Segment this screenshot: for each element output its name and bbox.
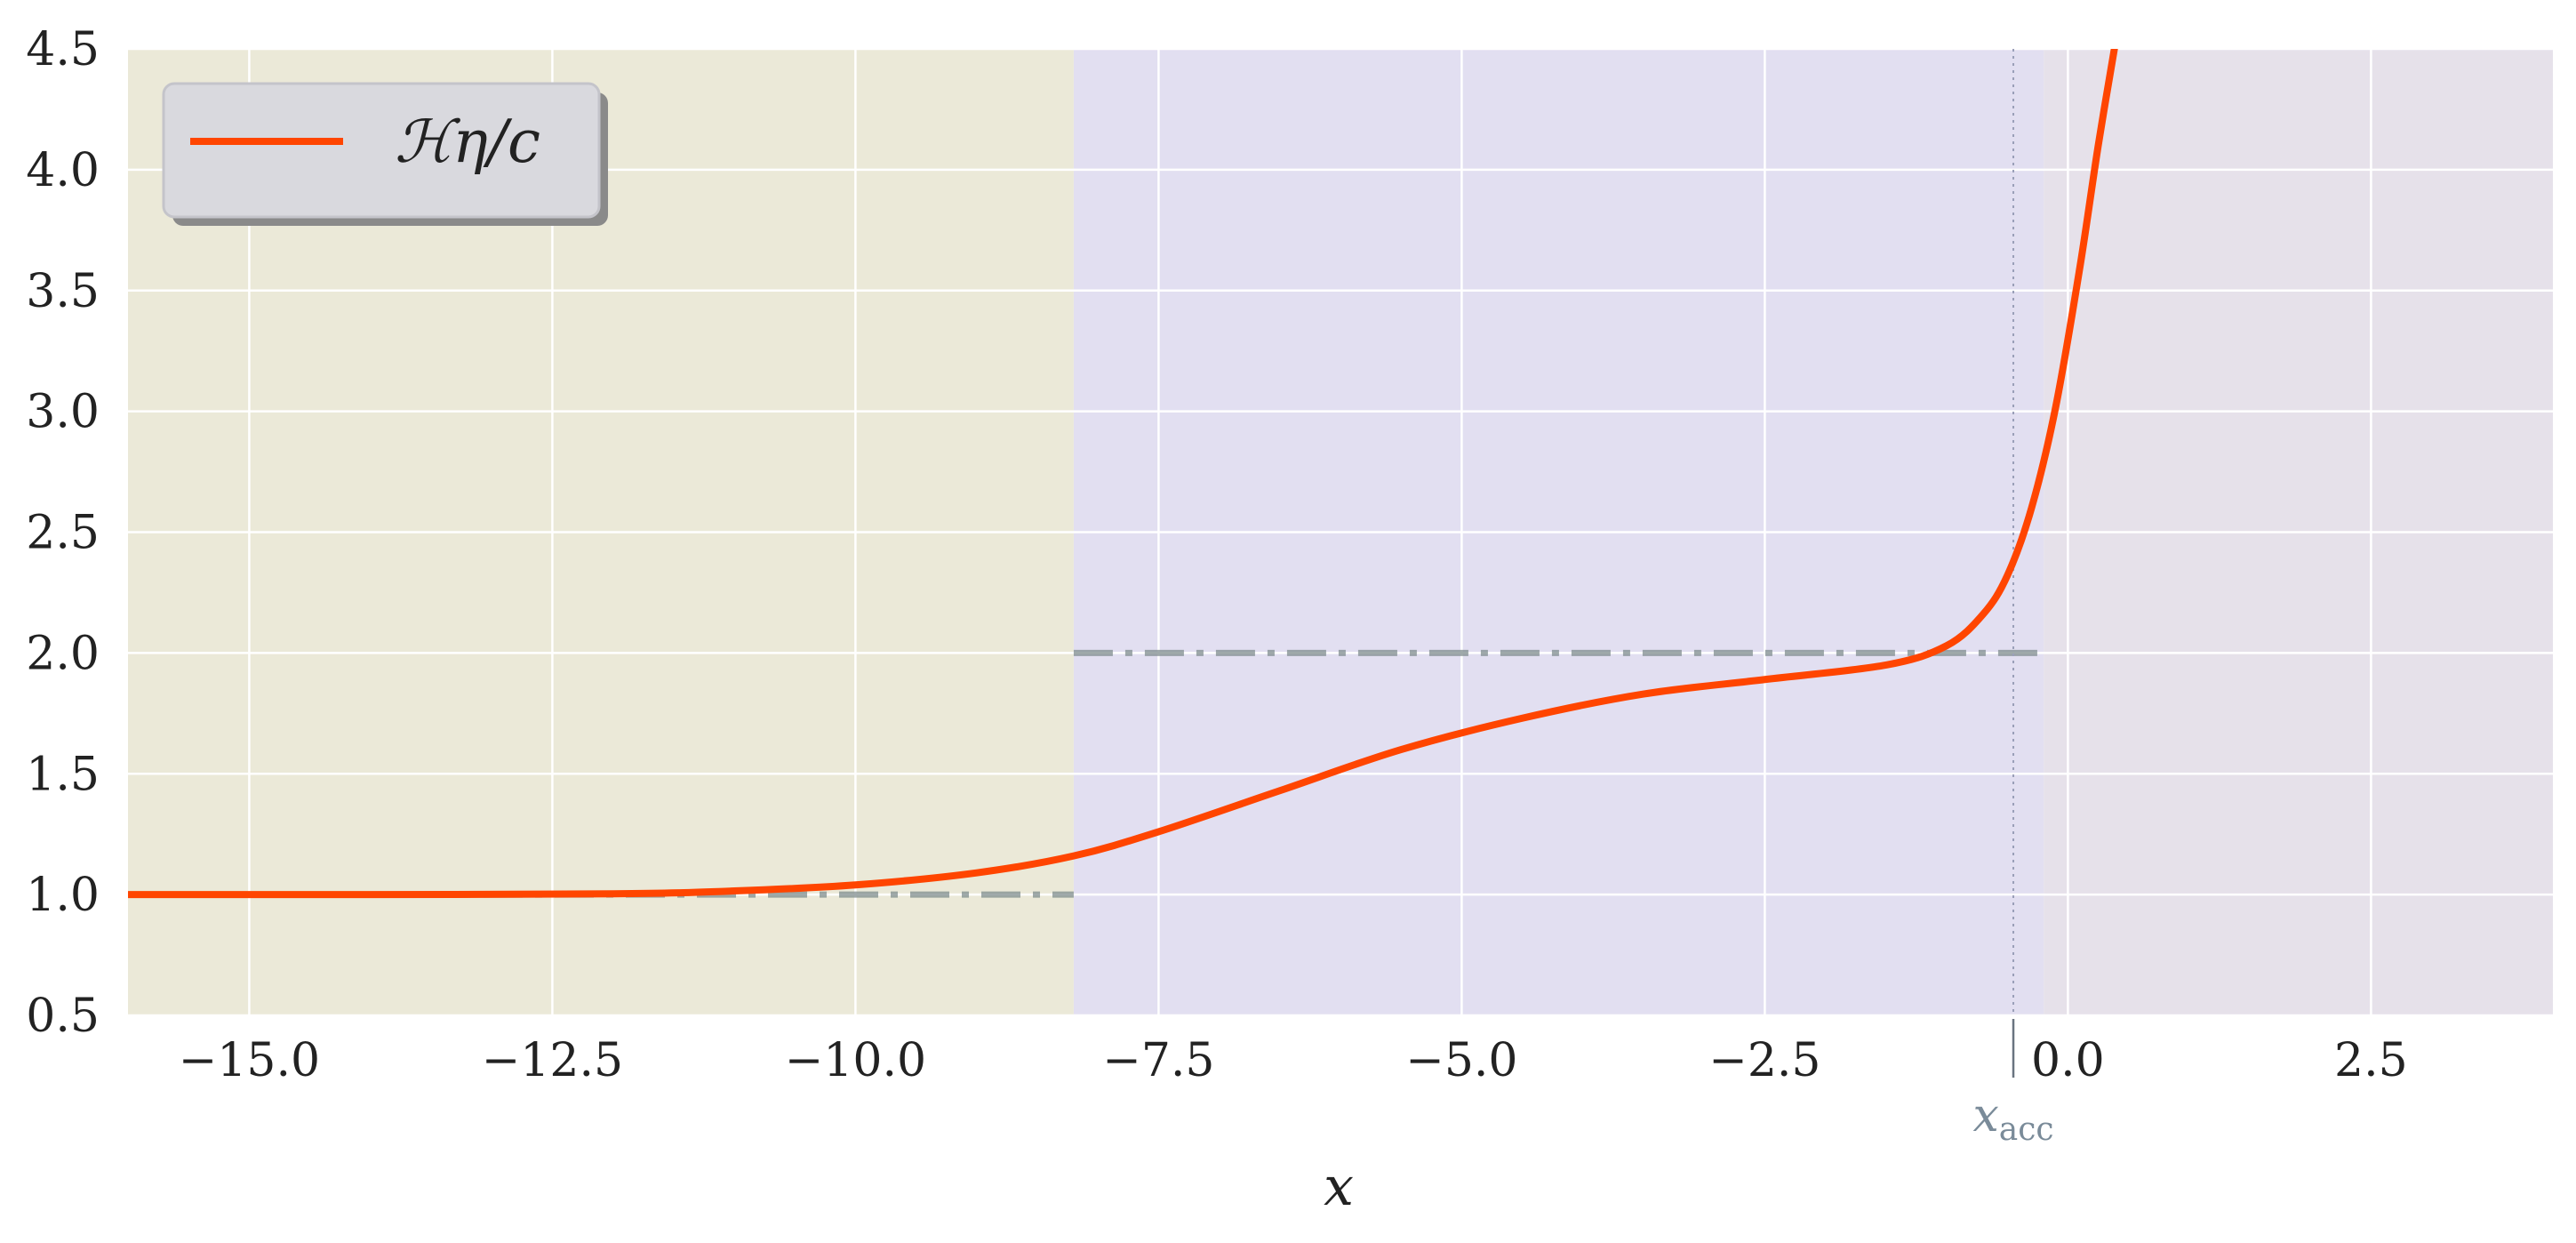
x-tick-label: −15.0 [179,1034,320,1087]
y-tick-label: 1.0 [26,869,100,922]
x-tick-label: 2.5 [2334,1034,2408,1087]
y-tick-label: 2.0 [26,627,100,680]
y-tick-label: 4.0 [26,144,100,197]
x-acc-annotation: xacc [1972,49,2054,1148]
y-tick-label: 4.5 [26,23,100,76]
y-tick-label: 1.5 [26,748,100,801]
y-tick-label: 0.5 [26,990,100,1043]
x-acc-label: xacc [1972,1089,2053,1148]
y-tick-label: 3.5 [26,265,100,318]
y-tick-label: 2.5 [26,507,100,560]
x-tick-label: −7.5 [1102,1034,1214,1087]
x-tick-label: −10.0 [785,1034,926,1087]
x-tick-label: −2.5 [1708,1034,1820,1087]
series-line-0 [128,49,2118,899]
x-tick-label: −5.0 [1405,1034,1517,1087]
series-layer [128,49,2118,899]
legend-label: ℋη/c [395,108,540,176]
x-tick-label: 0.0 [2031,1034,2105,1087]
x-tick-labels: −15.0 −12.5 −10.0 −7.5 −5.0 −2.5 0.0 2.5 [179,1034,2408,1087]
x-axis-title: x [1324,1156,1354,1218]
y-tick-labels: 0.5 1.0 1.5 2.0 2.5 3.0 3.5 4.0 4.5 [26,23,100,1043]
x-tick-label: −12.5 [482,1034,623,1087]
legend-box [162,82,601,219]
legend: ℋη/c [162,82,608,226]
y-tick-label: 3.0 [26,386,100,439]
